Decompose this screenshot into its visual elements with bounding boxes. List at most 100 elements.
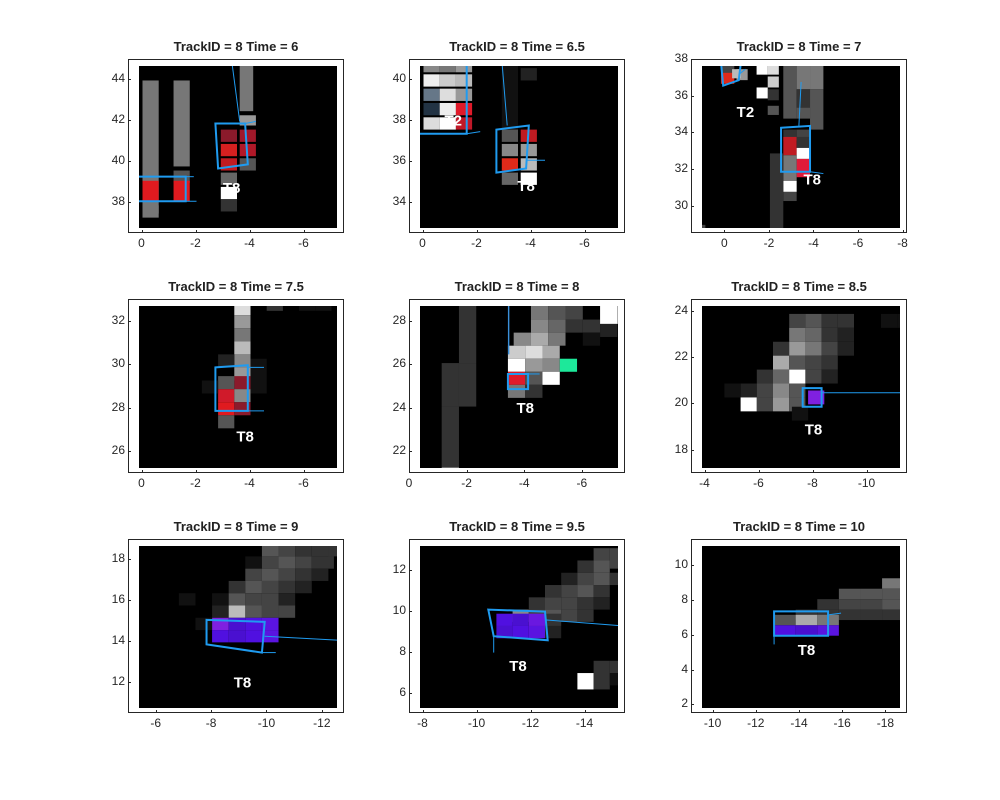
heatmap-cell: [600, 323, 618, 337]
y-tick-mark: [409, 364, 412, 366]
heatmap-cell: [455, 74, 473, 87]
y-tick-label: 8: [681, 591, 688, 606]
heatmap-cell: [220, 172, 237, 185]
heatmap-cell: [789, 369, 806, 384]
heatmap-cell: [295, 568, 312, 581]
y-tick-mark: [691, 704, 694, 706]
heatmap-cell: [548, 306, 566, 320]
y-tick-label: 20: [674, 395, 688, 410]
x-tick-mark: [866, 470, 868, 473]
heatmap-cell: [261, 580, 279, 594]
heatmap-cell: [773, 341, 790, 356]
y-tick-mark: [128, 682, 131, 684]
y-tick-mark: [691, 669, 694, 671]
chart-panel: TrackID = 8 Time = 7.5 T8 26 28 30 32 0 -2 -4 -6: [88, 279, 364, 498]
y-tick-mark: [409, 451, 412, 453]
heatmap-cell: [212, 630, 229, 643]
heatmap-cell: [441, 406, 459, 468]
heatmap-cell: [561, 572, 578, 586]
heatmap-cell: [565, 319, 583, 333]
heatmap-cell: [245, 568, 262, 581]
track-box: [487, 608, 549, 642]
heatmap-cell: [239, 115, 256, 126]
y-tick-mark: [409, 407, 412, 409]
heatmap-cell: [740, 397, 757, 412]
heatmap-cell: [720, 66, 735, 77]
track-label: T8: [516, 400, 534, 417]
track-box: [495, 124, 530, 174]
heatmap-image: T8: [420, 546, 618, 708]
heatmap-cell: [791, 406, 809, 421]
axes-frame: T8: [691, 539, 907, 713]
y-tick-mark: [128, 202, 131, 204]
x-tick-label: -8: [205, 716, 217, 730]
heatmap-cell: [266, 306, 283, 311]
heatmap-cell: [577, 673, 594, 690]
x-tick-label: -10: [467, 716, 486, 730]
heatmap-cell: [773, 397, 790, 412]
x-tick-label: 0: [419, 236, 426, 250]
heatmap-cell: [423, 102, 440, 116]
chart-title: TrackID = 8 Time = 9.5: [449, 519, 585, 534]
heatmap-cell: [773, 383, 790, 398]
heatmap-cell: [245, 593, 262, 606]
y-tick-label: 40: [111, 153, 125, 168]
x-tick-mark: [724, 230, 726, 233]
y-tick-mark: [691, 132, 694, 134]
x-tick-mark: [249, 470, 251, 473]
y-tick-label: 38: [111, 194, 125, 209]
heatmap-image: T8 T2: [420, 66, 618, 228]
axes-frame: T2 T8: [691, 59, 907, 233]
y-tick-mark: [409, 161, 412, 163]
y-tick-mark: [691, 168, 694, 170]
heatmap-cell: [278, 546, 296, 557]
heatmap-cell: [218, 354, 235, 368]
heatmap-cell: [245, 580, 262, 594]
x-tick-label: -4: [244, 476, 255, 490]
heatmap-cell: [593, 660, 610, 690]
heatmap-cell: [142, 80, 159, 214]
heatmap-cell: [897, 313, 900, 328]
heatmap-cell: [767, 89, 779, 101]
y-tick-label: 26: [392, 356, 406, 371]
heatmap-cell: [577, 597, 594, 610]
track-label: T8: [805, 422, 823, 439]
heatmap-cell: [617, 306, 618, 324]
track-box: [773, 610, 830, 637]
heatmap-cell: [821, 355, 838, 370]
x-tick-mark: [530, 230, 532, 233]
y-tick-mark: [409, 320, 412, 322]
heatmap-cell: [261, 546, 279, 557]
heatmap-cell: [525, 358, 543, 372]
heatmap-cell: [441, 363, 459, 407]
x-tick-label: 0: [138, 236, 145, 250]
y-tick-mark: [691, 310, 694, 312]
axes-frame: T8: [409, 539, 625, 713]
track-velocity-line: [798, 81, 802, 126]
heatmap-cell: [773, 355, 790, 370]
track-label: T8: [234, 674, 252, 691]
heatmap-image: T2 T8: [702, 66, 900, 228]
x-tick-label: 0: [721, 236, 728, 250]
heatmap-cell: [458, 363, 477, 407]
y-tick-mark: [128, 320, 131, 322]
heatmap-cell: [882, 609, 900, 621]
heatmap-cell: [507, 345, 526, 359]
heatmap-cell: [577, 585, 594, 598]
track-box: [506, 372, 530, 391]
x-tick-label: -14: [790, 716, 808, 730]
y-tick-label: 28: [392, 312, 406, 327]
heatmap-cell: [796, 136, 811, 148]
heatmap-cell: [783, 191, 797, 202]
x-tick-label: -18: [876, 716, 895, 730]
heatmap-cell: [756, 369, 773, 384]
heatmap-cell: [507, 306, 510, 355]
heatmap-cell: [220, 186, 237, 200]
x-tick-mark: [476, 230, 478, 233]
track-label: T2: [737, 104, 755, 121]
heatmap-cell: [609, 673, 618, 686]
heatmap-cell: [234, 341, 251, 355]
y-tick-label: 10: [674, 557, 688, 572]
y-tick-mark: [409, 610, 412, 612]
heatmap-cell: [593, 585, 610, 598]
